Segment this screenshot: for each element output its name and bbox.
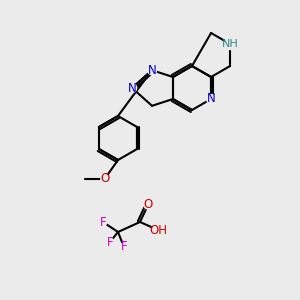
Circle shape [106, 238, 114, 246]
Text: N: N [148, 64, 156, 77]
Circle shape [99, 218, 107, 226]
Circle shape [120, 243, 128, 251]
Text: O: O [143, 199, 153, 212]
Text: NH: NH [222, 39, 238, 49]
Circle shape [225, 38, 236, 50]
Circle shape [144, 201, 152, 209]
Circle shape [207, 94, 216, 103]
Circle shape [128, 83, 136, 92]
Circle shape [101, 175, 109, 183]
Text: F: F [121, 241, 127, 254]
Text: F: F [107, 236, 113, 248]
Text: N: N [207, 92, 215, 106]
Text: F: F [100, 215, 106, 229]
Text: O: O [100, 172, 110, 185]
Text: OH: OH [149, 224, 167, 236]
Circle shape [148, 66, 157, 75]
Circle shape [152, 224, 164, 236]
Text: N: N [128, 82, 136, 94]
